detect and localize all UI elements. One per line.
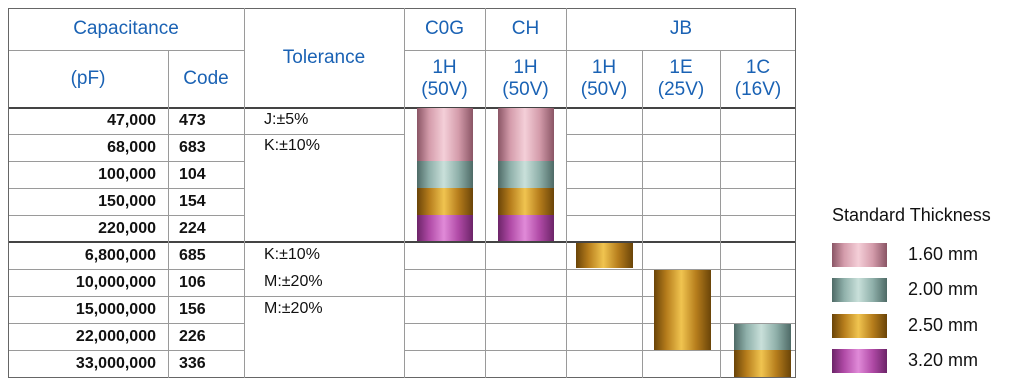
capacitance-code: 473 (179, 112, 206, 129)
thickness-bar-2-00mm (417, 161, 473, 188)
tolerance-value: M:±20% (264, 300, 323, 317)
voltage-header-jb-1h: 1H (50V) (566, 50, 642, 107)
thickness-bar-2-50mm (417, 188, 473, 215)
rated-voltage-code: 1E (669, 56, 693, 78)
legend-label: 1.60 mm (908, 244, 979, 264)
capacitance-value: 100,000 (98, 166, 156, 183)
legend-swatch-pink (832, 243, 887, 267)
legend-item: 1.60 mm (832, 243, 1032, 269)
thickness-bar-2-50mm (498, 188, 554, 215)
tolerance-value: J:±5% (264, 111, 309, 128)
rated-voltage-value: (50V) (421, 78, 468, 100)
capacitance-value: 220,000 (98, 219, 156, 237)
rated-voltage-value: (25V) (657, 78, 705, 100)
legend-label: 2.00 mm (908, 279, 979, 299)
ch-header: CH (511, 18, 540, 39)
voltage-header-ch: 1H (50V) (485, 50, 566, 107)
capacitance-value: 47,000 (107, 112, 156, 129)
legend-item: 2.50 mm (832, 314, 1032, 340)
code-header: Code (183, 67, 229, 89)
thickness-bar-2-00mm (498, 161, 554, 188)
tolerance-value: K:±10% (264, 137, 320, 154)
capacitance-code: 224 (179, 219, 206, 237)
rated-voltage-value: (16V) (734, 78, 782, 100)
capacitance-code: 685 (179, 247, 206, 264)
thickness-bar-2-50mm (654, 270, 711, 350)
legend-swatch-magenta (832, 349, 887, 373)
capacitance-value: 33,000,000 (75, 355, 156, 372)
c0g-header: C0G (424, 18, 465, 39)
rated-voltage-code: 1H (432, 56, 457, 78)
capacitance-value: 22,000,000 (75, 328, 156, 345)
thickness-bar-2-50mm (734, 350, 791, 377)
capacitance-code: 683 (179, 139, 206, 156)
voltage-header-jb-1c: 1C (16V) (720, 50, 796, 107)
rated-voltage-code: 1H (591, 56, 617, 78)
capacitance-code: 106 (179, 274, 206, 291)
capacitance-code: 154 (179, 193, 206, 210)
legend-item: 3.20 mm (832, 349, 1032, 375)
capacitance-code: 336 (179, 355, 206, 372)
legend-label: 3.20 mm (908, 350, 979, 370)
capacitance-header: Capacitance (73, 18, 179, 39)
capacitance-code: 226 (179, 328, 206, 345)
legend-label: 2.50 mm (908, 315, 979, 335)
legend-item: 2.00 mm (832, 278, 1032, 304)
rated-voltage-value: (50V) (502, 78, 549, 100)
capacitance-value: 150,000 (98, 193, 156, 210)
pf-header: (pF) (70, 67, 106, 89)
thickness-bar-1-60mm (417, 108, 473, 161)
thickness-bar-3-20mm (417, 215, 473, 241)
legend-swatch-teal (832, 278, 887, 302)
capacitance-value: 6,800,000 (84, 247, 156, 264)
thickness-bar-3-20mm (498, 215, 554, 241)
voltage-header-c0g: 1H (50V) (404, 50, 485, 107)
rated-voltage-code: 1H (513, 56, 538, 78)
rated-voltage-code: 1C (745, 56, 771, 78)
jb-header: JB (669, 18, 693, 39)
thickness-bar-1-60mm (498, 108, 554, 161)
capacitance-code: 156 (179, 301, 206, 318)
rated-voltage-value: (50V) (580, 78, 628, 100)
capacitance-value: 15,000,000 (75, 301, 156, 318)
tolerance-header: Tolerance (282, 46, 366, 68)
legend-swatch-gold (832, 314, 887, 338)
voltage-header-jb-1e: 1E (25V) (642, 50, 720, 107)
capacitance-value: 10,000,000 (75, 274, 156, 291)
thickness-bar-2-50mm (576, 243, 633, 268)
capacitance-table: Capacitance (pF) Code Tolerance C0G CH J… (8, 8, 796, 381)
thickness-bar-2-00mm (734, 324, 791, 350)
tolerance-value: M:±20% (264, 273, 323, 290)
capacitance-code: 104 (179, 166, 206, 183)
tolerance-value: K:±10% (264, 246, 320, 263)
capacitance-value: 68,000 (107, 139, 156, 156)
legend-title: Standard Thickness (832, 205, 991, 225)
